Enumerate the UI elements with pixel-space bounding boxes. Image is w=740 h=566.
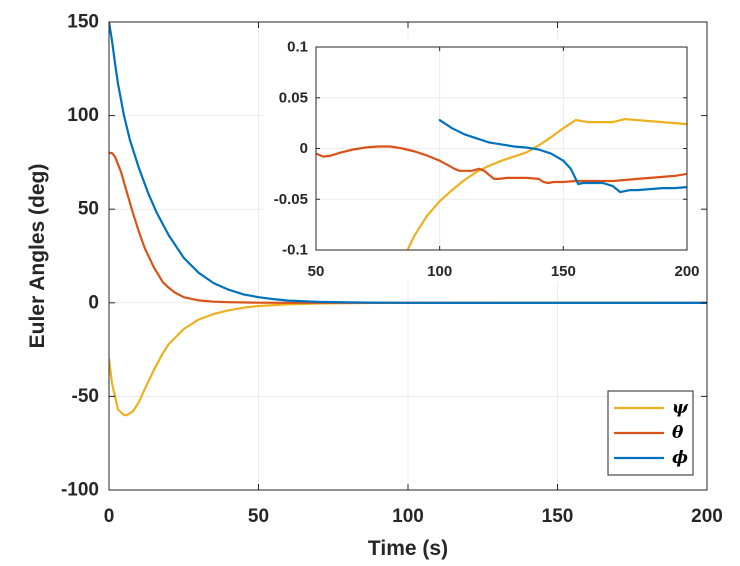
legend-items: ψθϕ [614, 398, 689, 468]
inset-ytick-label: -0.1 [282, 242, 308, 259]
main-xtick-label: 150 [542, 506, 574, 527]
main-ytick-label: -50 [72, 386, 99, 407]
legend-label-1: θ [672, 423, 684, 443]
inset-series-line-2 [438, 118, 687, 194]
inset-xtick-label: 100 [427, 263, 452, 280]
legend-label-0: ψ [672, 398, 689, 418]
y-axis-label: Euler Angles (deg) [26, 164, 49, 349]
inset-ytick-label: 0.05 [279, 89, 308, 106]
inset-xtick-label: 150 [551, 263, 576, 280]
main-ytick-label: 150 [67, 12, 99, 33]
main-xtick-label: 50 [248, 506, 269, 527]
main-ytick-label: 0 [88, 292, 99, 313]
inset-series [316, 117, 687, 250]
inset-xtick-label: 200 [674, 263, 699, 280]
main-ytick-label: 100 [67, 105, 99, 126]
inset-background [264, 39, 701, 282]
main-xtick-label: 100 [392, 506, 424, 527]
inset-chart: 50 100 150 200 -0.1 -0.05 0 0.05 0.1 [264, 39, 701, 282]
legend-label-2: ϕ [672, 448, 688, 468]
main-series [109, 22, 707, 417]
main-ytick-label: -100 [61, 480, 99, 501]
main-xtick-label: 0 [104, 506, 115, 527]
legend: ψθϕ [607, 390, 694, 476]
main-series-line-2 [109, 22, 707, 304]
inset-xtick-label: 50 [308, 263, 325, 280]
inset-series-line-1 [316, 145, 687, 185]
inset-ytick-label: 0 [300, 140, 308, 157]
x-axis-label: Time (s) [368, 537, 448, 560]
inset-ticks: 50 100 150 200 -0.1 -0.05 0 0.05 0.1 [274, 39, 700, 281]
main-xtick-label: 200 [691, 506, 723, 527]
main-ticks: 0 50 100 150 200 -100 -50 0 50 100 150 [61, 12, 723, 528]
main-ytick-label: 50 [78, 199, 99, 220]
inset-ytick-label: 0.1 [287, 39, 308, 56]
inset-series-line-0 [406, 117, 687, 250]
inset-ytick-label: -0.05 [274, 191, 308, 208]
